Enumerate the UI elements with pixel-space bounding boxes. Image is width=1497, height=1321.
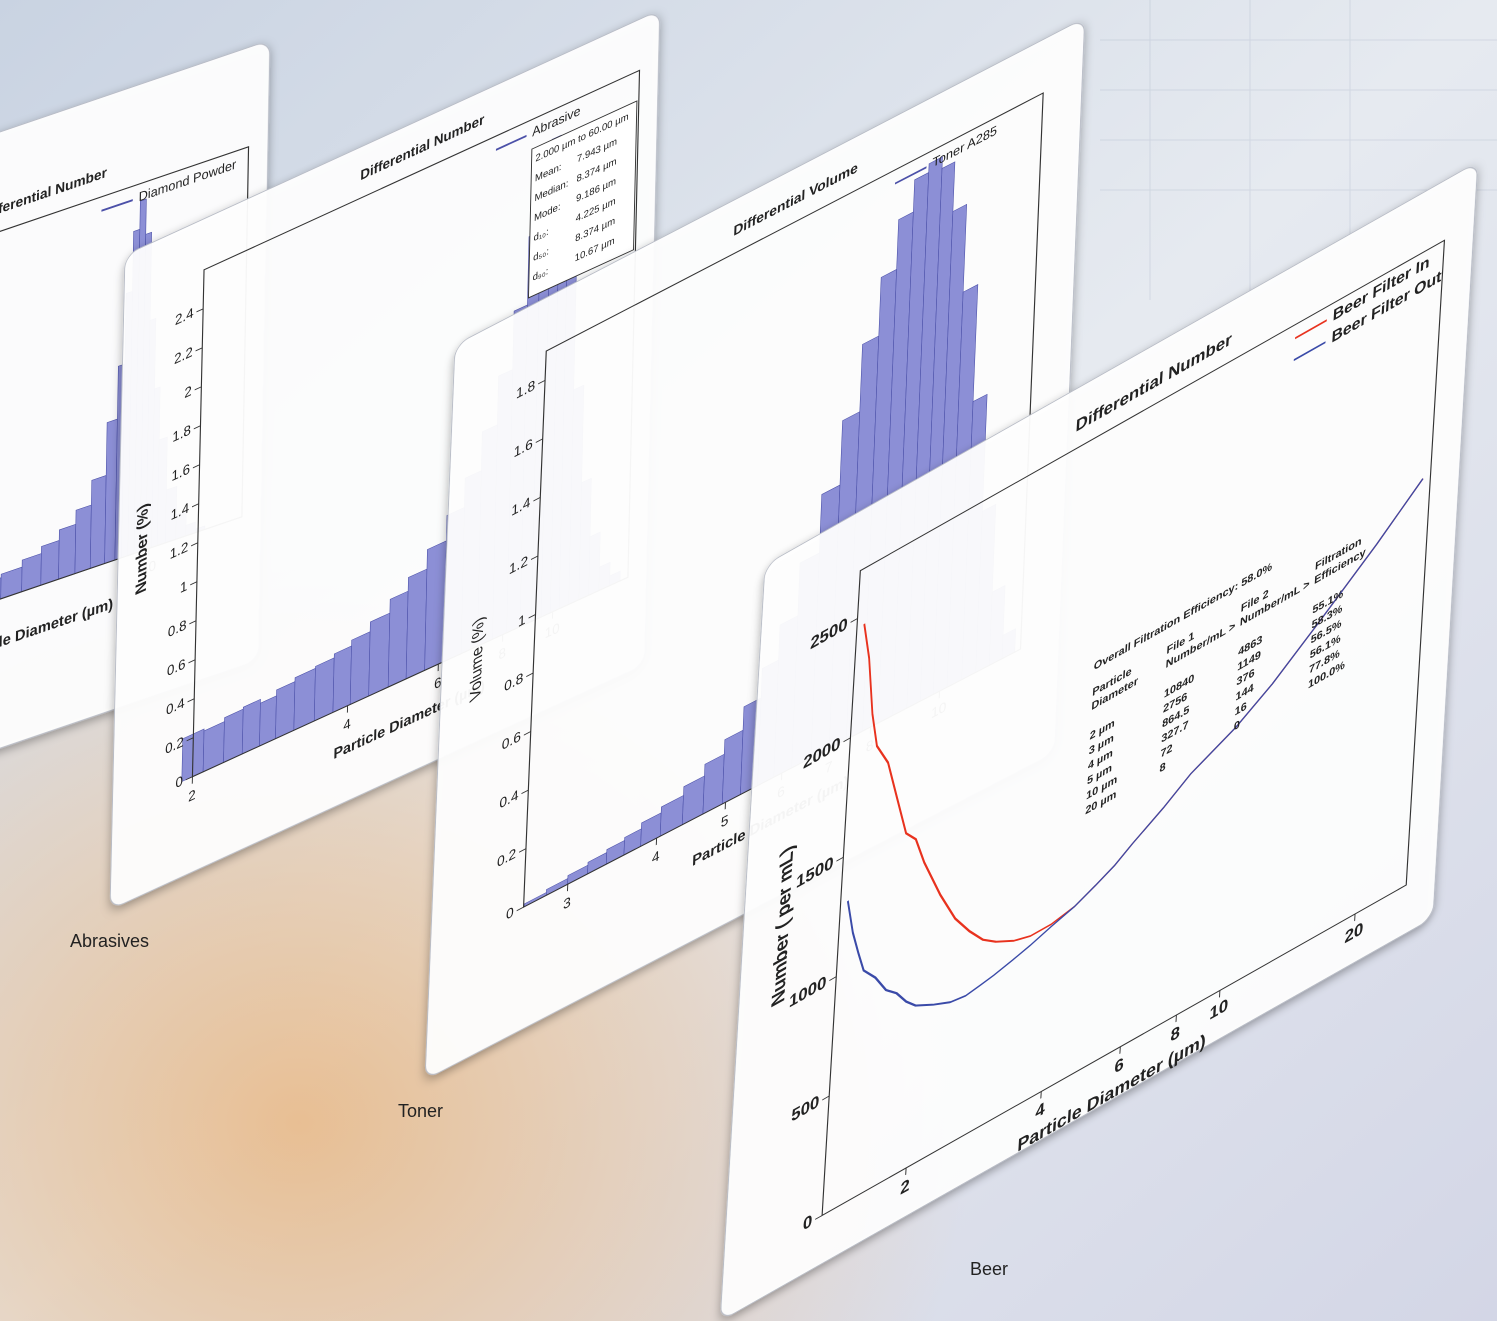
y-tick bbox=[530, 555, 538, 561]
legend-swatch bbox=[1293, 341, 1326, 362]
stats-box bbox=[527, 100, 638, 299]
y-tick bbox=[523, 731, 531, 736]
y-tick bbox=[533, 496, 541, 502]
y-tick-label: 1 bbox=[180, 578, 188, 597]
y-tick-label: 0 bbox=[506, 905, 514, 924]
y-tick-label: 0 bbox=[175, 773, 183, 792]
y-tick bbox=[186, 737, 194, 742]
y-tick bbox=[815, 1214, 823, 1220]
y-tick bbox=[196, 308, 204, 313]
bar bbox=[313, 657, 335, 722]
legend-swatch bbox=[495, 134, 527, 151]
legend-swatch bbox=[894, 166, 927, 185]
y-tick bbox=[191, 503, 199, 508]
y-tick bbox=[192, 464, 200, 469]
x-tick-label: 3 bbox=[563, 894, 571, 913]
panel-card bbox=[720, 167, 1478, 1316]
y-tick bbox=[516, 906, 524, 912]
y-tick bbox=[535, 438, 543, 443]
y-tick bbox=[193, 425, 201, 430]
x-tick-label: 4 bbox=[1035, 1098, 1045, 1122]
y-tick bbox=[189, 620, 197, 625]
plot-frame bbox=[821, 239, 1446, 1217]
data-line bbox=[846, 478, 1424, 1007]
x-tick-label: 6 bbox=[434, 674, 442, 693]
y-tick bbox=[185, 776, 193, 781]
x-tick-label: 8 bbox=[1170, 1022, 1180, 1046]
bar bbox=[332, 645, 352, 713]
bar bbox=[40, 540, 60, 586]
y-tick bbox=[843, 737, 851, 743]
y-tick bbox=[187, 698, 195, 703]
caption: Abrasives bbox=[70, 931, 149, 951]
y-tick bbox=[190, 581, 197, 586]
caption: Beer bbox=[970, 1259, 1008, 1279]
x-tick-label: 6 bbox=[1114, 1054, 1124, 1078]
bar bbox=[405, 568, 428, 680]
bar bbox=[74, 504, 92, 575]
bar bbox=[293, 667, 316, 731]
table-cell: 8 bbox=[1159, 760, 1166, 776]
y-tick bbox=[836, 856, 844, 862]
y-tick bbox=[195, 347, 203, 352]
y-tick bbox=[850, 617, 858, 623]
y-tick bbox=[538, 379, 546, 385]
x-tick-label: 4 bbox=[343, 716, 351, 735]
bar bbox=[721, 729, 744, 805]
y-tick bbox=[528, 613, 536, 619]
bar bbox=[349, 631, 371, 705]
table-cell: 0 bbox=[1233, 718, 1240, 734]
y-tick-label: 2 bbox=[184, 383, 192, 402]
legend-swatch bbox=[1295, 319, 1327, 340]
y-tick-label: 0 bbox=[802, 1211, 812, 1235]
x-tick-label: 4 bbox=[652, 848, 660, 867]
x-tick-label: 5 bbox=[721, 813, 729, 832]
legend-swatch bbox=[101, 199, 133, 212]
y-tick bbox=[829, 976, 837, 982]
bar bbox=[368, 612, 391, 697]
y-tick bbox=[526, 672, 534, 678]
y-axis-label: Number (%) bbox=[133, 501, 152, 598]
bar bbox=[241, 698, 261, 755]
y-tick bbox=[521, 789, 529, 795]
bar bbox=[58, 523, 77, 580]
caption: Toner bbox=[398, 1101, 443, 1121]
bar bbox=[387, 590, 409, 688]
y-tick bbox=[822, 1095, 830, 1101]
y-tick bbox=[191, 542, 198, 547]
x-tick-label: 2 bbox=[188, 787, 196, 806]
x-tick-label: 2 bbox=[900, 1175, 910, 1199]
y-tick bbox=[188, 659, 196, 664]
y-tick-label: 1 bbox=[518, 612, 526, 631]
bar bbox=[89, 475, 107, 569]
y-tick bbox=[519, 848, 526, 853]
bar bbox=[259, 695, 277, 747]
y-axis-label: Volume (%) bbox=[466, 614, 487, 705]
y-tick bbox=[194, 386, 202, 391]
bar bbox=[275, 681, 296, 740]
